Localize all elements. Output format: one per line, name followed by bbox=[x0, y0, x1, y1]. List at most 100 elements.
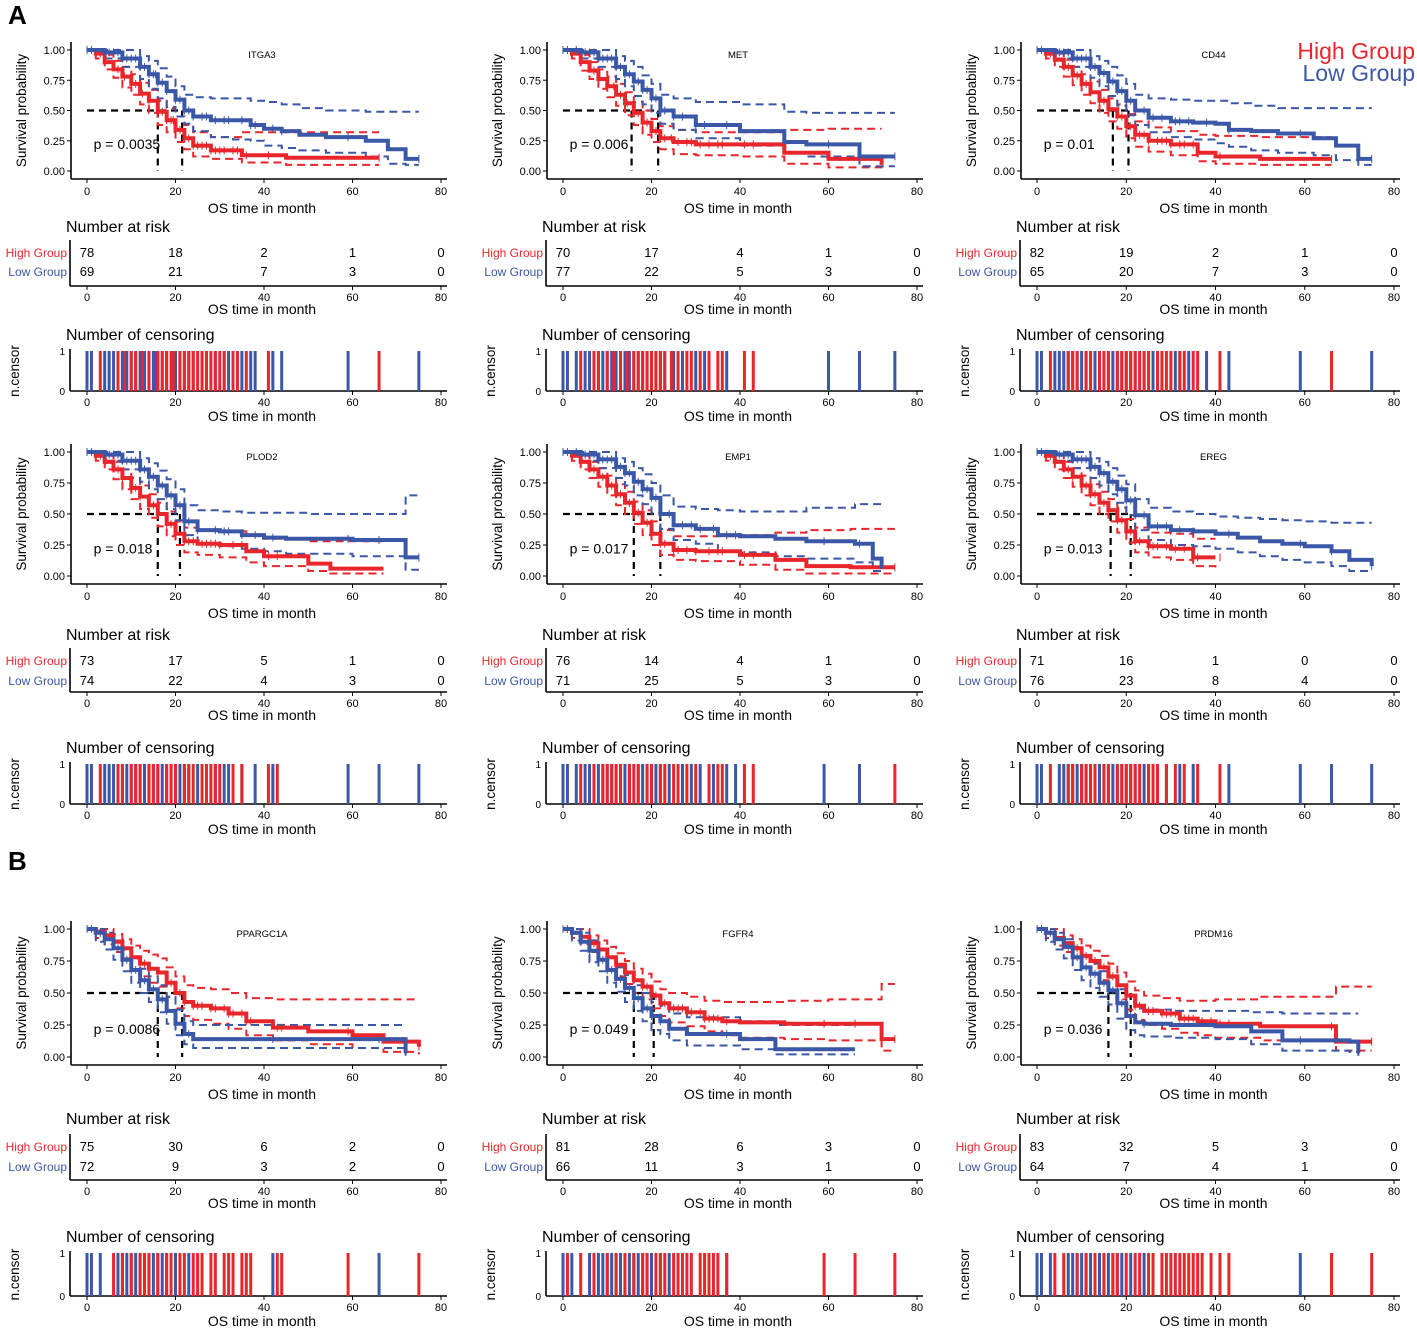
y-axis-label: Survival probability bbox=[14, 936, 29, 1050]
risk-x-tick-label: 20 bbox=[645, 698, 657, 710]
risk-x-tick-label: 0 bbox=[1034, 292, 1040, 304]
p-value-label: p = 0.018 bbox=[94, 541, 153, 557]
ci-upper-high bbox=[563, 451, 895, 538]
risk-x-tick-label: 0 bbox=[560, 292, 566, 304]
risk-x-axis-label: OS time in month bbox=[208, 301, 316, 317]
censor-y-tick-label: 1 bbox=[59, 1249, 65, 1260]
risk-table-title: Number at risk bbox=[542, 1111, 647, 1128]
risk-x-tick-label: 60 bbox=[822, 1186, 834, 1198]
censor-y-axis-label: n.censor bbox=[483, 345, 498, 397]
censor-y-axis-label: n.censor bbox=[483, 1248, 498, 1300]
risk-value-high: 75 bbox=[80, 1139, 94, 1154]
risk-value-high: 32 bbox=[1119, 1139, 1133, 1154]
censor-x-tick-label: 80 bbox=[1388, 1302, 1400, 1314]
y-tick-label: 0.25 bbox=[994, 136, 1015, 148]
plot-title: PPARGC1A bbox=[236, 929, 288, 940]
y-tick-label: 0.00 bbox=[520, 571, 541, 583]
y-tick-label: 0.00 bbox=[44, 571, 65, 583]
censor-x-axis-label: OS time in month bbox=[1159, 821, 1267, 837]
censor-y-tick-label: 0 bbox=[59, 1292, 65, 1303]
p-value-label: p = 0.0086 bbox=[94, 1021, 161, 1037]
survival-curve-high bbox=[563, 450, 895, 570]
risk-row-label-low: Low Group bbox=[8, 1160, 67, 1174]
censor-x-tick-label: 0 bbox=[560, 1302, 566, 1314]
risk-value-low: 3 bbox=[260, 1159, 267, 1174]
risk-x-tick-label: 20 bbox=[169, 292, 181, 304]
y-axis-label: Survival probability bbox=[490, 936, 505, 1050]
risk-value-high: 1 bbox=[825, 653, 832, 668]
y-tick-label: 0.50 bbox=[44, 988, 65, 1000]
ci-upper-low bbox=[1037, 49, 1372, 110]
risk-table-title: Number at risk bbox=[1016, 1111, 1121, 1128]
risk-row-label-low: Low Group bbox=[484, 265, 543, 279]
risk-value-low: 22 bbox=[644, 264, 658, 279]
risk-row-label-low: Low Group bbox=[958, 265, 1017, 279]
y-tick-label: 1.00 bbox=[520, 447, 541, 459]
risk-x-tick-label: 60 bbox=[1299, 1186, 1311, 1198]
risk-table-title: Number at risk bbox=[66, 1111, 171, 1128]
x-tick-label: 20 bbox=[645, 1072, 657, 1084]
y-tick-label: 0.75 bbox=[994, 956, 1015, 968]
risk-value-high: 18 bbox=[168, 245, 182, 260]
censor-x-tick-label: 40 bbox=[1209, 397, 1221, 409]
survival-curve-low bbox=[1037, 48, 1372, 161]
censor-x-tick-label: 20 bbox=[645, 397, 657, 409]
x-tick-label: 80 bbox=[435, 186, 447, 198]
risk-x-axis-label: OS time in month bbox=[684, 301, 792, 317]
risk-value-low: 3 bbox=[349, 673, 356, 688]
x-tick-label: 60 bbox=[1299, 591, 1311, 603]
risk-value-high: 2 bbox=[260, 245, 267, 260]
ci-upper-low bbox=[1037, 451, 1372, 524]
risk-value-high: 1 bbox=[1301, 245, 1308, 260]
censor-x-tick-label: 20 bbox=[645, 810, 657, 822]
risk-value-high: 14 bbox=[644, 653, 658, 668]
x-tick-label: 60 bbox=[1299, 186, 1311, 198]
ci-lower-high bbox=[563, 49, 883, 169]
risk-x-tick-label: 0 bbox=[560, 1186, 566, 1198]
risk-value-high: 0 bbox=[913, 653, 920, 668]
x-tick-label: 40 bbox=[258, 186, 270, 198]
x-tick-label: 40 bbox=[734, 186, 746, 198]
x-axis-label: OS time in month bbox=[1159, 605, 1267, 621]
y-tick-label: 0.25 bbox=[44, 136, 65, 148]
y-tick-label: 0.00 bbox=[520, 1052, 541, 1064]
risk-x-tick-label: 0 bbox=[84, 698, 90, 710]
risk-value-low: 7 bbox=[1212, 264, 1219, 279]
ci-upper-high bbox=[1037, 928, 1372, 1002]
ci-upper-high bbox=[87, 451, 384, 543]
x-tick-label: 80 bbox=[911, 591, 923, 603]
y-tick-label: 0.75 bbox=[520, 478, 541, 490]
x-tick-label: 0 bbox=[84, 591, 90, 603]
x-tick-label: 60 bbox=[1299, 1072, 1311, 1084]
risk-value-low: 4 bbox=[1212, 1159, 1219, 1174]
risk-value-high: 5 bbox=[260, 653, 267, 668]
risk-table-cd44: Number at risk High Group Low Group 82 65 0 19… bbox=[956, 219, 1401, 317]
x-tick-label: 80 bbox=[435, 591, 447, 603]
censor-x-tick-label: 20 bbox=[1120, 810, 1132, 822]
risk-value-high: 4 bbox=[736, 653, 743, 668]
censor-y-tick-label: 0 bbox=[59, 387, 65, 398]
censor-x-tick-label: 80 bbox=[435, 1302, 447, 1314]
x-tick-label: 40 bbox=[734, 591, 746, 603]
x-tick-label: 80 bbox=[1388, 591, 1400, 603]
censor-x-tick-label: 20 bbox=[169, 1302, 181, 1314]
censor-plot-title: Number of censoring bbox=[1016, 740, 1165, 757]
censor-plot-title: Number of censoring bbox=[1016, 327, 1165, 344]
x-tick-label: 80 bbox=[1388, 1072, 1400, 1084]
risk-value-low: 4 bbox=[260, 673, 267, 688]
x-tick-label: 20 bbox=[1120, 186, 1132, 198]
risk-x-tick-label: 60 bbox=[346, 292, 358, 304]
censor-x-tick-label: 20 bbox=[645, 1302, 657, 1314]
censor-x-tick-label: 40 bbox=[258, 810, 270, 822]
censor-x-tick-label: 80 bbox=[911, 810, 923, 822]
y-tick-label: 0.75 bbox=[520, 956, 541, 968]
x-tick-label: 60 bbox=[822, 1072, 834, 1084]
censor-x-axis-label: OS time in month bbox=[208, 1313, 316, 1329]
risk-value-low: 1 bbox=[1301, 1159, 1308, 1174]
risk-value-low: 3 bbox=[349, 264, 356, 279]
y-axis-label: Survival probability bbox=[14, 54, 29, 168]
risk-value-high: 2 bbox=[349, 1139, 356, 1154]
ci-lower-low bbox=[563, 451, 883, 574]
